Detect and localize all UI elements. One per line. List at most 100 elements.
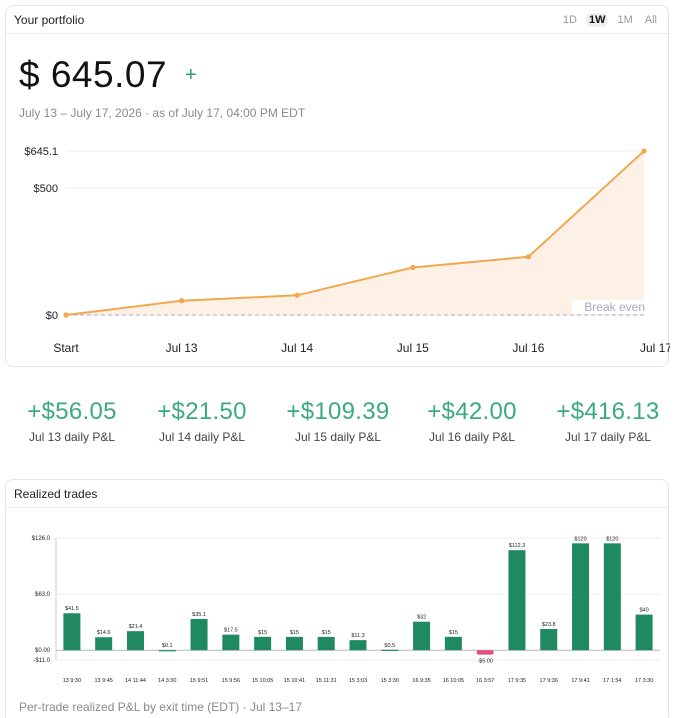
x-tick-label: 16 9:35 [412,678,430,684]
bar-value-label: $120 [574,536,586,542]
x-tick-label: 15 3:03 [349,678,367,684]
x-tick-label: 15 9:56 [222,678,240,684]
daily-pnl-amount: +$109.39 [286,398,390,425]
x-tick-label: 15 10:41 [284,678,305,684]
bar-value-label: $15 [290,630,299,636]
y-tick-label: $0 [46,310,58,322]
x-tick-label: 17 9:36 [540,678,558,684]
bar [126,631,144,651]
x-tick-label: Jul 16 [512,341,544,355]
trades-card: Realized trades -$11.0 $0.00 $63.0 $126.0 $4… [5,479,669,718]
bar [444,636,462,651]
range-1m[interactable]: 1M [617,13,633,26]
x-tick-label: 17 1:54 [603,678,621,684]
bar-value-label: $0.1 [162,643,173,649]
portfolio-line-chart: $0 $500 $645.1 Break even Start Jul 13 Jul 14 J… [24,146,670,355]
bar [603,543,621,651]
x-tick-label: 15 9:51 [190,678,208,684]
daily-pnl-label: Jul 17 daily P&L [564,430,652,444]
x-tick-label: Jul 15 [397,341,429,355]
bar [317,636,335,651]
plus-icon[interactable]: + [185,64,197,86]
x-tick-label: 16 10:05 [443,678,464,684]
daily-pnl-row: +$56.05 Jul 13 daily P&L +$21.50 Jul 14 … [5,398,669,458]
bar [540,629,558,651]
x-tick-label: 14 11:44 [125,678,146,684]
daily-pnl-jul16: +$42.00 Jul 16 daily P&L [407,398,537,444]
break-even-label: Break even [584,300,645,314]
bar [285,636,303,651]
bar-value-label: $41.5 [65,606,79,612]
bar-value-label: $14.6 [97,630,111,636]
bar-value-label: $23.8 [542,622,556,628]
daily-pnl-label: Jul 15 daily P&L [294,430,382,444]
x-tick-label: 17 3:30 [635,678,653,684]
bar [254,636,272,651]
portfolio-header: Your portfolio 1D 1W 1M All [6,6,668,34]
bar [349,640,367,651]
data-point [641,148,647,154]
data-point [294,292,300,298]
x-tick-label: 17 9:41 [571,678,589,684]
x-tick-label: 16 3:57 [476,678,494,684]
bar-value-label: $15 [322,630,331,636]
x-tick-label: 13 9:30 [63,678,81,684]
x-tick-label: Start [53,341,79,355]
trades-bar-chart: -$11.0 $0.00 $63.0 $126.0 $41.5 13 9:30 $14.6 1… [32,536,660,684]
portfolio-subline: July 13 – July 17, 2026 · as of July 17,… [19,106,306,120]
x-tick-label: 17 9:35 [508,678,526,684]
y-tick-label: $63.0 [35,592,51,598]
daily-pnl-jul13: +$56.05 Jul 13 daily P&L [7,398,137,444]
bar-value-label: $15 [449,630,458,636]
bar-value-label: $21.4 [129,624,143,630]
data-point [179,298,185,304]
bar [381,649,399,651]
daily-pnl-label: Jul 16 daily P&L [428,430,516,444]
bar-value-label: $120 [606,536,618,542]
trades-caption: Per-trade realized P&L by exit time (EDT… [19,700,303,714]
bar [572,543,590,651]
data-point [410,264,416,271]
daily-pnl-amount: +$21.50 [157,398,247,425]
trades-header: Realized trades [6,480,668,508]
bar [413,621,431,651]
portfolio-value: $ 645.07 [19,54,168,95]
range-all[interactable]: All [644,13,657,26]
y-tick-label: $500 [34,183,58,195]
daily-pnl-jul14: +$21.50 Jul 14 daily P&L [137,398,267,444]
x-tick-label: 15 10:05 [252,678,273,684]
y-tick-label: $126.0 [32,536,51,542]
trades-title: Realized trades [14,486,98,501]
daily-pnl-amount: +$42.00 [427,398,517,425]
x-tick-label: Jul 14 [281,341,313,355]
daily-pnl-amount: +$56.05 [27,398,117,425]
bar-value-label: $40 [640,608,649,614]
series-line [65,150,645,316]
bar-value-label: $32 [417,615,426,621]
break-even-label-bg [572,300,647,314]
daily-pnl-amount: +$416.13 [556,398,660,425]
bar-value-label: $0.5 [384,643,395,649]
bar [190,618,208,651]
bar-value-label: $15 [258,630,267,636]
x-tick-label: 14 3:30 [158,678,176,684]
daily-pnl-label: Jul 13 daily P&L [28,430,116,444]
range-selector: 1D 1W 1M All [560,12,660,27]
bar [95,637,113,651]
y-tick-label: -$11.0 [33,658,50,664]
range-1w[interactable]: 1W [585,12,609,27]
bar-value-label: $17.5 [224,628,238,634]
x-tick-label: 13 9:45 [95,678,113,684]
y-tick-label: $645.1 [24,146,58,158]
bar-value-label: $11.3 [351,633,364,639]
bar [222,634,240,651]
bar [63,613,81,651]
x-tick-label: Jul 17 [640,341,670,355]
x-tick-label: 15 3:30 [381,678,399,684]
bar [476,650,494,655]
range-1d[interactable]: 1D [562,13,577,26]
data-point [63,312,69,318]
daily-pnl-label: Jul 14 daily P&L [158,430,246,444]
data-point [525,254,532,260]
daily-pnl-jul15: +$109.39 Jul 15 daily P&L [273,398,403,444]
